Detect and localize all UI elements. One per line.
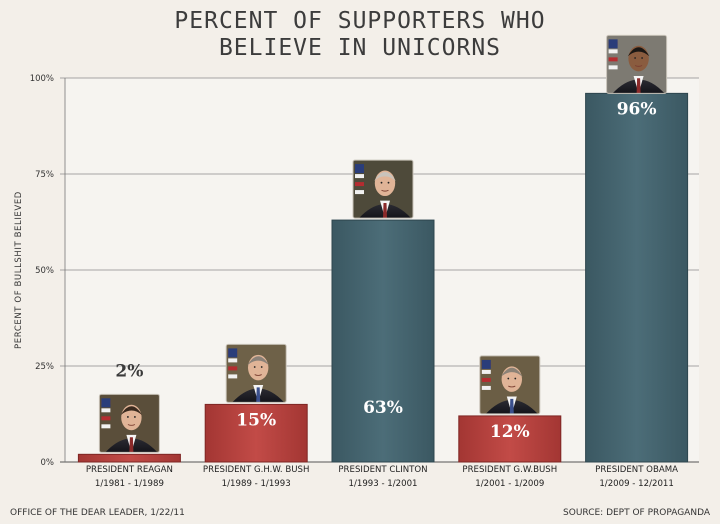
x-category-label: PRESIDENT CLINTON: [338, 465, 427, 475]
bar: [77, 453, 181, 463]
bar: [204, 403, 308, 463]
bar-value-label: 63%: [363, 398, 403, 418]
portrait-mouth: [381, 189, 389, 192]
flag-stripe: [228, 374, 238, 379]
bar-group: 15% PRESIDENT G.H.W. BUSH 1/1989 - 1/1993: [203, 343, 310, 489]
portrait-eye: [380, 181, 383, 184]
portrait-frame: [606, 34, 668, 94]
y-axis-label: PERCENT OF BULLSHIT BELIEVED: [14, 191, 24, 349]
flag-stripe: [101, 424, 111, 429]
flag-canton: [101, 398, 111, 408]
flag-stripe: [481, 377, 491, 382]
portrait-frame: [225, 343, 287, 403]
x-category-label: PRESIDENT OBAMA: [595, 465, 678, 475]
x-term-label: 1/2001 - 1/2009: [475, 479, 544, 489]
flag-stripe: [608, 49, 618, 54]
bars: 2% PRESIDENT REAGAN 1/1981 - 1/1989 15% PRES…: [77, 34, 689, 489]
bar: [331, 219, 435, 463]
bar-group: 96% PRESIDENT OBAMA 1/2009 - 12/2011: [585, 34, 689, 489]
chart-title-line-2: BELIEVE IN UNICORNS: [218, 35, 502, 61]
flag-stripe: [355, 174, 364, 179]
bar-value-label: 96%: [617, 99, 657, 119]
flag-stripe: [101, 416, 111, 421]
x-term-label: 1/1993 - 1/2001: [348, 479, 417, 489]
bar-value-label: 2%: [115, 361, 143, 381]
y-tick-label: 25%: [35, 362, 54, 372]
bar-group: 2% PRESIDENT REAGAN 1/1981 - 1/1989: [77, 361, 181, 489]
flag-stripe: [101, 408, 111, 413]
portrait-tie: [129, 437, 134, 453]
portrait-eye: [127, 416, 129, 418]
portrait-eye: [134, 416, 136, 418]
x-category-label: PRESIDENT G.W.BUSH: [462, 465, 557, 475]
bar: [458, 415, 562, 463]
y-tick-label: 100%: [30, 74, 54, 84]
flag-stripe: [481, 369, 491, 374]
portrait-hair: [501, 367, 523, 377]
footer-right: SOURCE: DEPT OF PROPAGANDA: [563, 508, 710, 518]
portrait-tie: [509, 398, 514, 414]
bar-value-label: 12%: [490, 422, 530, 442]
flag-stripe: [608, 65, 618, 70]
flag-stripe: [355, 182, 364, 187]
bar-group: 63% PRESIDENT CLINTON 1/1993 - 1/2001: [331, 159, 435, 489]
portrait-mouth: [508, 385, 516, 388]
chart-title: PERCENT OF SUPPORTERS WHO BELIEVE IN UNI…: [0, 8, 720, 62]
y-tick-label: 0%: [41, 458, 55, 468]
portrait-mouth: [634, 65, 643, 67]
portrait-hair: [627, 47, 650, 57]
portrait-eye: [514, 377, 517, 380]
flag-canton: [228, 348, 238, 358]
portrait-frame: [479, 355, 541, 415]
y-tick-label: 75%: [35, 170, 54, 180]
portrait-tie: [383, 203, 387, 219]
x-term-label: 1/1989 - 1/1993: [222, 479, 291, 489]
flag-canton: [481, 359, 491, 369]
footer-left: OFFICE OF THE DEAR LEADER, 1/22/11: [10, 508, 185, 518]
portrait-hair: [374, 171, 396, 181]
bar-value-label: 15%: [236, 410, 276, 430]
portrait-frame: [352, 159, 414, 219]
y-tick-label: 50%: [35, 266, 54, 276]
flag-stripe: [228, 366, 238, 371]
flag-canton: [608, 39, 618, 49]
portrait-tie: [636, 78, 641, 94]
portrait-eye: [641, 57, 643, 59]
portrait-tie: [256, 387, 261, 403]
portrait-eye: [507, 377, 510, 380]
x-category-label: PRESIDENT REAGAN: [86, 465, 173, 475]
bar-group: 12% PRESIDENT G.W.BUSH 1/2001 - 1/2009: [458, 355, 562, 489]
x-term-label: 1/1981 - 1/1989: [95, 479, 164, 489]
flag-canton: [355, 164, 364, 174]
portrait-eye: [260, 366, 263, 368]
portrait-eye: [634, 57, 636, 59]
y-axis-ticks: 0% 25% 50% 75% 100%: [30, 74, 54, 468]
x-term-label: 1/2009 - 12/2011: [599, 479, 674, 489]
portrait-mouth: [127, 424, 136, 426]
flag-stripe: [481, 385, 491, 390]
flag-stripe: [608, 57, 618, 62]
flag-stripe: [228, 358, 238, 363]
bar: [585, 92, 689, 463]
portrait-hair: [120, 406, 143, 416]
portrait-eye: [387, 181, 390, 184]
chart-title-line-1: PERCENT OF SUPPORTERS WHO: [174, 8, 546, 34]
portrait-eye: [253, 366, 256, 368]
portrait-frame: [98, 393, 160, 453]
flag-stripe: [355, 190, 364, 195]
portrait-mouth: [254, 374, 262, 376]
portrait-hair: [247, 356, 269, 366]
x-category-label: PRESIDENT G.H.W. BUSH: [203, 465, 310, 475]
